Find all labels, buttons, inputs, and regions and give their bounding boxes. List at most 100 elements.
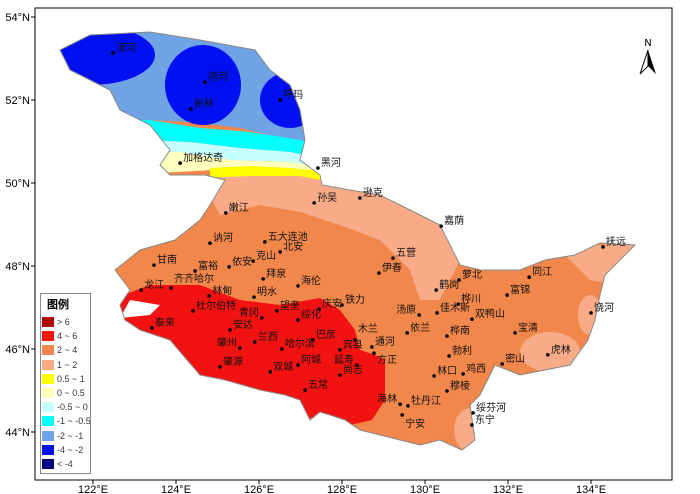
station-marker	[296, 363, 300, 367]
station-label: 孙吴	[317, 191, 337, 204]
legend-label: -4 ~ -2	[57, 444, 84, 455]
station-marker	[546, 353, 550, 357]
station-marker	[445, 334, 449, 338]
station-marker	[338, 373, 342, 377]
station-marker	[372, 351, 376, 355]
station-marker	[111, 51, 115, 55]
station-marker	[178, 161, 182, 165]
station-label: 青冈	[239, 306, 259, 319]
legend-title: 图例	[47, 298, 69, 311]
station-label: 木兰	[358, 322, 378, 335]
legend-label: -1 ~ -0.5	[57, 416, 91, 427]
station-label: 桦南	[450, 324, 470, 337]
legend-swatch	[42, 416, 54, 427]
station-marker	[227, 265, 231, 269]
legend-item: < -4	[42, 457, 90, 471]
station-label: 穆棱	[450, 379, 470, 392]
lon-tick-label: 132°E	[493, 484, 523, 494]
station-label: 海林	[377, 392, 397, 405]
station-marker	[406, 404, 410, 408]
station-label: 五常	[308, 378, 328, 391]
station-label: 齐齐哈尔	[174, 272, 214, 285]
station-label: 依兰	[410, 321, 430, 334]
station-label: 克山	[256, 250, 276, 262]
legend-swatch	[42, 345, 54, 356]
station-label: 杜尔伯特	[196, 299, 236, 312]
station-marker	[296, 284, 300, 288]
station-marker	[340, 303, 344, 307]
station-label: 鸡西	[466, 362, 486, 375]
station-marker	[280, 347, 284, 351]
station-marker	[275, 309, 279, 313]
station-label: 阿城	[301, 354, 321, 366]
legend-swatch	[42, 317, 54, 328]
legend-label: -0.5 ~ 0	[57, 402, 88, 413]
station-marker	[457, 278, 461, 282]
legend-swatch	[42, 331, 54, 342]
station-label: 庆安	[322, 297, 342, 310]
legend-swatch	[42, 373, 54, 384]
axis-ticks: 122°E 124°E 126°E 128°E 130°E 132°E 134°E 54°N 5…	[5, 12, 606, 494]
station-label: 望奎	[280, 299, 300, 312]
legend-swatch	[42, 444, 54, 455]
station-label: 嘉荫	[444, 214, 464, 227]
station-marker	[417, 313, 421, 317]
station-marker	[470, 423, 474, 427]
station-label: 方正	[377, 353, 397, 366]
station-label: 宾县	[343, 338, 363, 351]
legend-item: -1 ~ -0.5	[42, 414, 91, 428]
station-label: 桦川	[461, 292, 481, 305]
station-marker	[251, 259, 255, 263]
station-marker	[203, 80, 207, 84]
lat-tick-label: 50°N	[5, 178, 30, 190]
station-label: 延寿	[334, 353, 354, 366]
legend: 图例 > 6 4 ~ 6 2 ~ 4 1 ~ 2 0.5 ~ 1 0 ~ 0.5 -0.5 …	[40, 293, 91, 474]
station-marker	[139, 288, 143, 292]
station-marker	[253, 340, 257, 344]
station-marker	[500, 362, 504, 366]
station-marker	[316, 166, 320, 170]
station-marker	[470, 317, 474, 321]
station-label: 加格达奇	[183, 151, 223, 164]
station-label: 东宁	[475, 413, 495, 426]
legend-item: -2 ~ -1	[42, 429, 90, 443]
station-marker	[252, 295, 256, 299]
station-marker	[405, 331, 409, 335]
lat-tick-label: 54°N	[5, 12, 30, 24]
station-marker	[435, 311, 439, 315]
station-marker	[447, 354, 451, 358]
station-marker	[391, 256, 395, 260]
station-marker	[434, 288, 439, 292]
station-marker	[228, 328, 232, 332]
station-label: 伊春	[382, 262, 402, 274]
station-label: 五大连池	[268, 230, 308, 243]
north-arrow-label: N	[644, 38, 651, 49]
station-marker	[169, 286, 173, 290]
north-arrow: N	[639, 38, 656, 75]
station-marker	[260, 316, 264, 320]
station-marker	[224, 211, 228, 215]
station-label: 讷河	[213, 231, 233, 244]
station-label: 哈尔滨	[285, 337, 315, 350]
legend-label: 2 ~ 4	[57, 345, 78, 356]
lon-tick-label: 122°E	[78, 484, 108, 494]
station-label: 龙江	[144, 278, 164, 291]
station-marker	[278, 98, 282, 102]
station-label: 林口	[437, 364, 457, 377]
legend-swatch	[42, 430, 54, 441]
legend-item: > 6	[42, 315, 90, 329]
station-label: 绥化	[301, 308, 321, 321]
legend-item: 0 ~ 0.5	[42, 386, 90, 400]
station-marker	[312, 201, 316, 205]
station-label: 甘南	[157, 253, 177, 266]
legend-label: > 6	[57, 317, 70, 328]
station-marker	[208, 241, 212, 245]
station-marker	[601, 245, 605, 249]
station-label: 肇源	[223, 355, 243, 368]
station-marker	[353, 338, 357, 342]
station-label: 抚远	[606, 236, 626, 248]
lat-tick-label: 52°N	[5, 95, 30, 107]
station-marker	[527, 275, 531, 280]
